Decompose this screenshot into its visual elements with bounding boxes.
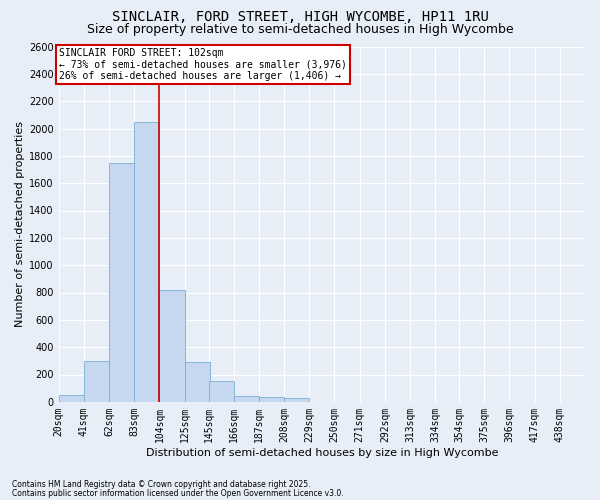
Bar — [59, 395, 84, 402]
Bar — [209, 380, 234, 402]
Text: SINCLAIR FORD STREET: 102sqm
← 73% of semi-detached houses are smaller (3,976)
2: SINCLAIR FORD STREET: 102sqm ← 73% of se… — [59, 48, 347, 82]
X-axis label: Distribution of semi-detached houses by size in High Wycombe: Distribution of semi-detached houses by … — [146, 448, 498, 458]
Text: Contains HM Land Registry data © Crown copyright and database right 2025.: Contains HM Land Registry data © Crown c… — [12, 480, 311, 489]
Text: Size of property relative to semi-detached houses in High Wycombe: Size of property relative to semi-detach… — [86, 22, 514, 36]
Bar — [284, 398, 310, 402]
Bar — [185, 362, 210, 402]
Bar — [234, 396, 259, 402]
Text: Contains public sector information licensed under the Open Government Licence v3: Contains public sector information licen… — [12, 488, 344, 498]
Bar — [84, 361, 109, 402]
Y-axis label: Number of semi-detached properties: Number of semi-detached properties — [15, 121, 25, 327]
Bar — [160, 290, 185, 402]
Text: SINCLAIR, FORD STREET, HIGH WYCOMBE, HP11 1RU: SINCLAIR, FORD STREET, HIGH WYCOMBE, HP1… — [112, 10, 488, 24]
Bar — [109, 162, 134, 402]
Bar — [134, 122, 160, 402]
Bar — [259, 397, 284, 402]
